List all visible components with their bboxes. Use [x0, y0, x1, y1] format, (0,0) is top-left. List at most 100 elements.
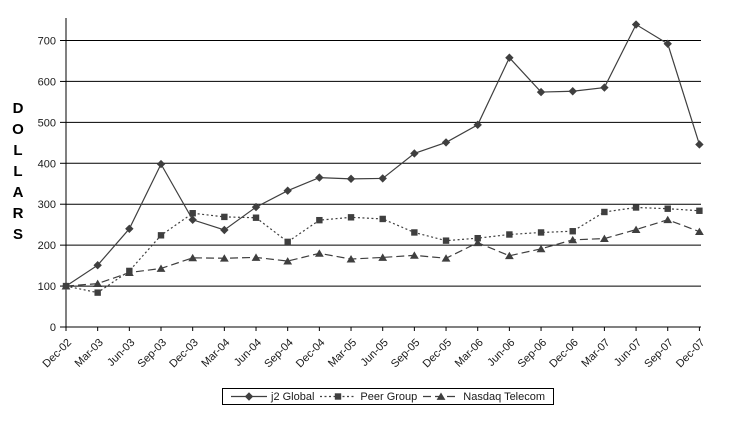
y-axis-title-letter: R: [12, 205, 24, 222]
x-tick-label: Dec-04: [294, 337, 328, 371]
square-marker-icon: [442, 237, 450, 244]
square-marker-icon: [320, 393, 357, 400]
x-tick-label: Dec-05: [421, 337, 455, 371]
x-tick-label: Mar-06: [453, 337, 486, 370]
triangle-marker-icon: [441, 254, 451, 262]
legend-item-peer-group: Peer Group: [320, 391, 417, 403]
x-tick-label: Jun-05: [359, 337, 391, 369]
triangle-marker-icon: [536, 244, 546, 253]
diamond-marker-icon: [631, 20, 641, 29]
square-marker-icon: [474, 234, 481, 242]
square-marker-icon: [189, 210, 196, 217]
x-tick-label: Mar-03: [73, 337, 106, 370]
legend: j2 Global Peer Group Nasdaq Telecom: [222, 388, 555, 405]
x-tick-label: Sep-05: [389, 337, 423, 371]
y-tick-label: 500: [38, 117, 56, 129]
triangle-marker-icon: [568, 235, 578, 244]
triangle-marker-icon: [663, 215, 673, 224]
y-tick-label: 400: [38, 158, 56, 170]
series-j2-global: [61, 20, 704, 291]
y-axis-title-letter: L: [13, 142, 23, 159]
square-marker-icon: [284, 238, 291, 246]
y-tick-label: 100: [38, 281, 56, 293]
triangle-marker-icon: [219, 254, 229, 262]
square-marker-icon: [252, 214, 260, 221]
y-axis-title-letter: S: [12, 226, 23, 243]
diamond-marker-icon: [410, 149, 419, 158]
y-tick-label: 300: [38, 199, 56, 211]
diamond-marker-icon: [568, 87, 577, 96]
series-line-nasdaq-telecom: [65, 219, 700, 287]
square-marker-icon: [664, 205, 671, 212]
y-axis-title-letter: L: [13, 163, 23, 180]
square-marker-icon: [221, 213, 228, 221]
x-tick-label: Mar-05: [326, 337, 359, 370]
x-tick-label: Jun-07: [612, 337, 644, 369]
square-marker-icon: [569, 228, 576, 235]
diamond-marker-icon: [188, 215, 197, 224]
diamond-marker-icon: [505, 53, 514, 62]
legend-item-j2-global: j2 Global: [231, 391, 314, 403]
square-marker-icon: [632, 204, 640, 211]
y-tick-label: 700: [38, 36, 56, 48]
diamond-marker-icon: [231, 392, 267, 401]
diamond-marker-icon: [346, 174, 356, 184]
diamond-marker-icon: [536, 87, 546, 97]
triangle-marker-icon: [93, 279, 103, 288]
triangle-marker-icon: [156, 264, 166, 272]
square-marker-icon: [94, 289, 101, 296]
triangle-marker-icon: [436, 392, 446, 400]
y-axis-title-letter: D: [12, 100, 24, 117]
square-marker-icon: [411, 229, 418, 236]
diamond-marker-icon: [244, 392, 254, 401]
x-tick-label: Sep-07: [642, 337, 676, 371]
y-axis-title-letter: A: [12, 184, 24, 201]
diamond-marker-icon: [283, 186, 292, 195]
x-tick-label: Jun-06: [485, 337, 517, 369]
x-tick-label: Dec-06: [547, 337, 581, 371]
triangle-marker-icon: [504, 251, 514, 260]
series-peer-group: [62, 204, 703, 296]
y-tick-label: 600: [38, 76, 56, 88]
triangle-marker-icon: [409, 251, 419, 259]
x-tick-label: Jun-03: [105, 337, 137, 369]
x-tick-label: Sep-06: [516, 337, 550, 371]
square-marker-icon: [601, 208, 608, 216]
diamond-marker-icon: [93, 260, 102, 270]
diamond-marker-icon: [663, 39, 672, 48]
diamond-marker-icon: [220, 225, 229, 235]
diamond-marker-icon: [473, 120, 482, 130]
triangle-marker-icon: [346, 255, 356, 263]
triangle-marker-icon: [188, 253, 198, 262]
series-nasdaq-telecom: [61, 215, 704, 290]
legend-label-nasdaq-telecom: Nasdaq Telecom: [463, 390, 546, 403]
legend-label-peer-group: Peer Group: [360, 390, 418, 403]
series-line-j2-global: [65, 23, 700, 287]
diamond-marker-icon: [156, 159, 166, 169]
x-tick-label: Sep-03: [136, 337, 170, 371]
y-tick-label: 0: [50, 322, 56, 334]
square-marker-icon: [347, 214, 355, 221]
triangle-marker-icon: [251, 253, 261, 261]
x-tick-label: Dec-07: [674, 337, 708, 371]
square-marker-icon: [696, 207, 703, 214]
diamond-marker-icon: [378, 174, 387, 183]
triangle-marker-icon: [61, 282, 71, 290]
diamond-marker-icon: [695, 140, 704, 149]
y-axis-title-letter: O: [12, 121, 24, 138]
triangle-marker-icon: [124, 268, 134, 276]
x-tick-label: Dec-03: [167, 337, 201, 371]
y-tick-label: 200: [38, 240, 56, 252]
triangle-marker-icon: [695, 227, 704, 236]
diamond-marker-icon: [600, 83, 609, 92]
x-tick-label: Sep-04: [262, 337, 296, 371]
triangle-marker-icon: [599, 234, 609, 242]
x-tick-label: Jun-04: [232, 337, 264, 369]
triangle-marker-icon: [473, 238, 483, 247]
square-marker-icon: [316, 216, 323, 224]
diamond-marker-icon: [441, 138, 451, 147]
diamond-marker-icon: [125, 224, 134, 233]
